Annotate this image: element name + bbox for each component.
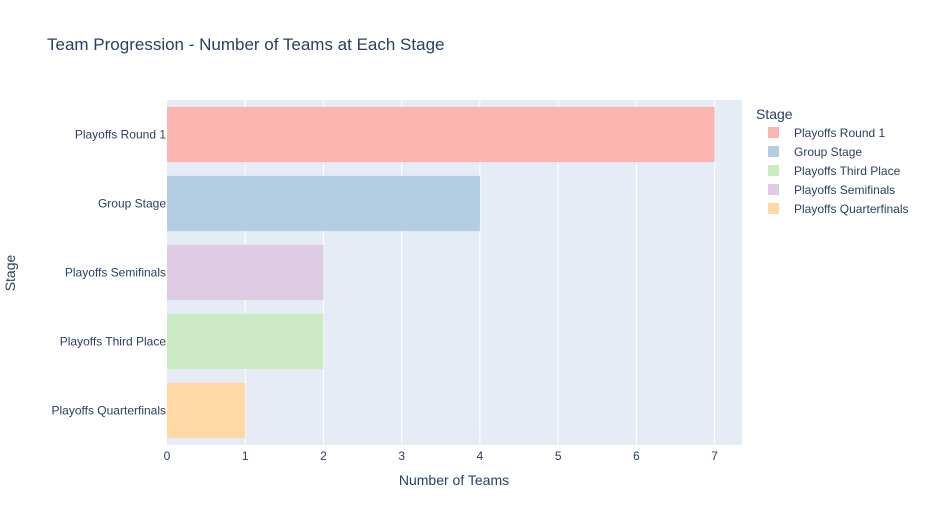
x-axis-title: Number of Teams <box>399 472 509 488</box>
legend: Stage Playoffs Round 1 Group Stage Playoff… <box>756 106 909 216</box>
y-tick-label: Playoffs Quarterfinals <box>52 404 167 418</box>
chart-title: Team Progression - Number of Teams at Ea… <box>47 35 444 54</box>
x-tick-label: 2 <box>320 449 327 463</box>
x-tick-label: 6 <box>633 449 640 463</box>
legend-item[interactable]: Group Stage <box>794 145 862 159</box>
y-tick-label: Playoffs Round 1 <box>75 128 166 142</box>
x-tick-label: 4 <box>477 449 484 463</box>
x-tick-label: 5 <box>555 449 562 463</box>
bar[interactable] <box>167 382 246 439</box>
y-tick-label: Playoffs Semifinals <box>65 266 166 280</box>
legend-swatch <box>768 146 779 157</box>
bar[interactable] <box>167 106 715 163</box>
bar[interactable] <box>167 244 324 301</box>
bar[interactable] <box>167 313 324 370</box>
legend-item[interactable]: Playoffs Semifinals <box>794 183 895 197</box>
x-tick-label: 3 <box>398 449 405 463</box>
legend-swatch <box>768 165 779 176</box>
x-tick-label: 1 <box>242 449 249 463</box>
bars <box>167 106 715 439</box>
legend-item[interactable]: Playoffs Quarterfinals <box>794 202 909 216</box>
legend-item[interactable]: Playoffs Round 1 <box>794 126 885 140</box>
y-tick-labels: Playoffs Round 1 Group Stage Playoffs Semi… <box>52 128 167 418</box>
legend-item[interactable]: Playoffs Third Place <box>794 164 901 178</box>
legend-swatch <box>768 127 779 138</box>
x-tick-label: 0 <box>164 449 171 463</box>
y-axis-title: Stage <box>2 254 18 291</box>
legend-title: Stage <box>756 106 793 122</box>
x-tick-labels: 0 1 2 3 4 5 6 7 <box>164 449 719 463</box>
y-tick-label: Playoffs Third Place <box>60 335 167 349</box>
bar[interactable] <box>167 175 480 232</box>
x-tick-label: 7 <box>711 449 718 463</box>
legend-swatch <box>768 203 779 214</box>
y-tick-label: Group Stage <box>98 197 166 211</box>
legend-swatch <box>768 184 779 195</box>
